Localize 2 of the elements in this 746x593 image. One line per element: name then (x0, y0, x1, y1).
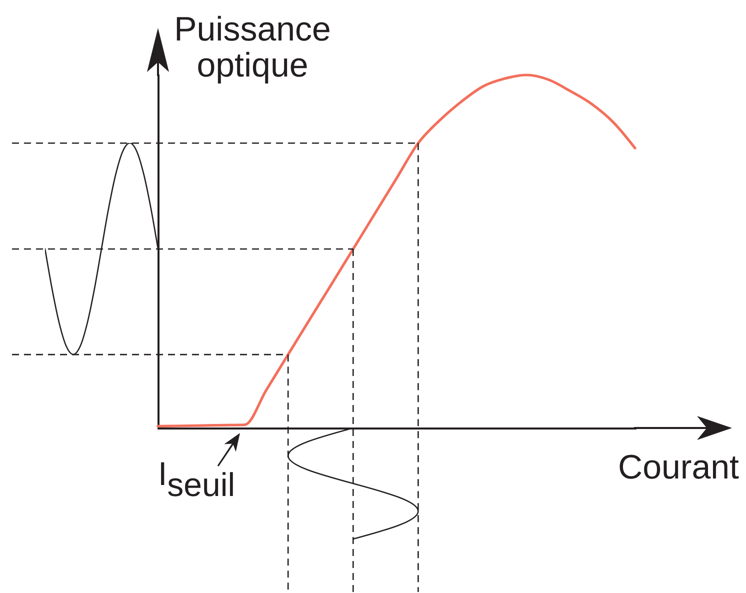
y-axis-title: Puissance optique (174, 10, 331, 84)
x-axis-title: Courant (618, 448, 740, 486)
